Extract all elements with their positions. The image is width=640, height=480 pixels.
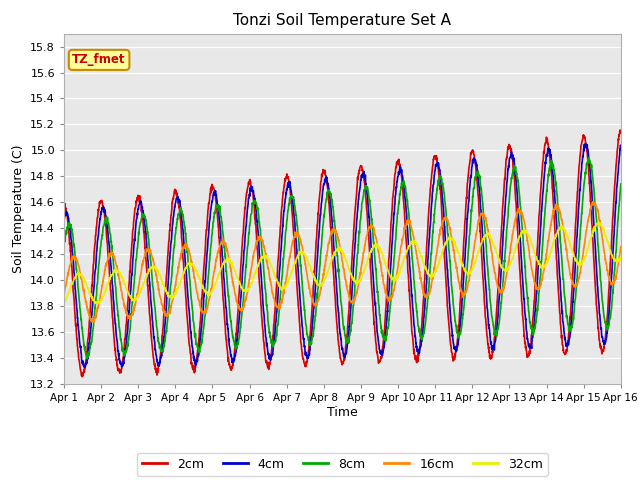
16cm [88,318,96,324]
16cm [601,253,609,259]
Y-axis label: Soil Temperature (C): Soil Temperature (C) [12,144,24,273]
4cm [89,302,97,308]
8cm [316,255,324,261]
32cm [602,233,609,239]
2cm [60,201,68,206]
16cm [499,286,506,292]
2cm [331,292,339,298]
4cm [617,144,625,150]
Line: 2cm: 2cm [64,130,621,377]
8cm [60,243,68,249]
2cm [89,271,97,277]
32cm [316,282,324,288]
32cm [331,251,339,256]
32cm [617,253,625,259]
2cm [79,374,86,380]
Line: 16cm: 16cm [64,202,621,322]
Title: Tonzi Soil Temperature Set A: Tonzi Soil Temperature Set A [234,13,451,28]
16cm [602,257,609,263]
2cm [616,127,624,133]
16cm [90,319,98,325]
4cm [316,212,324,218]
4cm [499,242,506,248]
8cm [601,319,609,325]
Legend: 2cm, 4cm, 8cm, 16cm, 32cm: 2cm, 4cm, 8cm, 16cm, 32cm [137,453,548,476]
16cm [331,228,339,234]
16cm [60,290,68,296]
8cm [585,155,593,160]
4cm [581,141,589,147]
8cm [331,223,339,229]
16cm [589,199,596,205]
8cm [602,319,609,325]
32cm [601,231,609,237]
8cm [617,181,625,187]
2cm [601,337,609,343]
16cm [617,244,625,250]
2cm [617,130,625,136]
Text: TZ_fmet: TZ_fmet [72,53,126,66]
16cm [316,289,324,295]
Line: 4cm: 4cm [64,144,621,367]
8cm [83,356,91,361]
4cm [331,262,339,267]
2cm [316,188,324,193]
32cm [499,265,506,271]
8cm [89,327,97,333]
4cm [601,339,609,345]
2cm [601,338,609,344]
4cm [60,217,68,223]
8cm [499,282,506,288]
2cm [499,204,506,210]
32cm [94,300,102,306]
Line: 32cm: 32cm [64,223,621,303]
4cm [602,339,609,345]
32cm [595,220,602,226]
32cm [88,294,96,300]
Line: 8cm: 8cm [64,157,621,359]
4cm [81,364,88,370]
32cm [60,299,68,305]
X-axis label: Time: Time [327,406,358,419]
